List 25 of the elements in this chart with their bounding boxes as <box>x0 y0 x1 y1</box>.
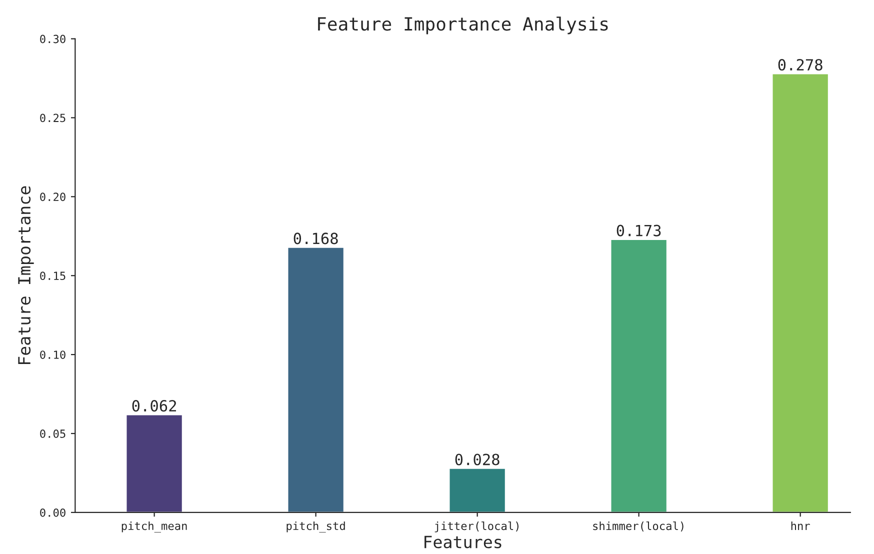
chart-title: Feature Importance Analysis <box>318 16 608 34</box>
data-label: 0.028 <box>455 454 500 466</box>
y-tick-label: 0.20 <box>40 192 66 202</box>
data-label: 0.168 <box>294 232 338 244</box>
x-tick-label: hnr <box>791 522 810 530</box>
data-label: 0.062 <box>132 400 176 412</box>
bar <box>286 246 345 512</box>
x-tick-label: shimmer(local) <box>593 521 684 532</box>
bar <box>771 72 830 512</box>
y-tick-label: 0.00 <box>40 508 66 517</box>
data-label: 0.173 <box>616 224 661 236</box>
bar <box>125 414 184 512</box>
x-tick-label: pitch_mean <box>122 521 187 533</box>
y-tick-label: 0.10 <box>40 350 66 359</box>
data-label: 0.278 <box>778 59 822 71</box>
x-tick-label: jitter(local) <box>434 521 518 532</box>
x-axis-title: Features <box>424 536 502 548</box>
y-axis-title: Feature Importance <box>18 186 34 364</box>
y-tick-label: 0.25 <box>40 114 66 122</box>
x-tick-label: pitch_std <box>286 521 345 533</box>
y-tick-label: 0.05 <box>40 430 66 438</box>
y-tick-label: 0.30 <box>40 34 66 44</box>
bar <box>448 468 506 512</box>
bar <box>610 238 668 512</box>
y-tick-label: 0.15 <box>40 272 66 280</box>
